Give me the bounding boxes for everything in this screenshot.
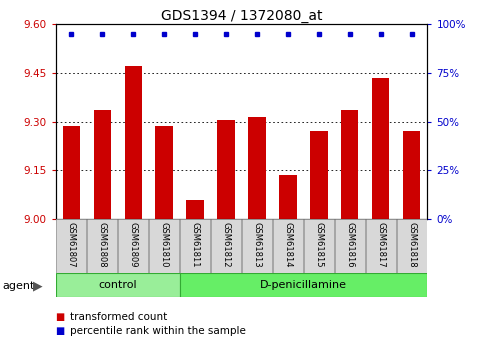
Text: GSM61812: GSM61812 [222,222,230,267]
Bar [217,120,235,219]
Text: GSM61811: GSM61811 [190,222,199,267]
Bar [211,219,241,273]
Bar [87,219,117,273]
Text: control: control [98,280,137,290]
Bar [62,127,80,219]
Text: agent: agent [2,281,35,290]
Text: GSM61817: GSM61817 [376,222,385,267]
Bar [311,131,327,219]
Text: ■: ■ [56,313,65,322]
Bar [397,219,427,273]
Bar [118,219,148,273]
Text: GSM61813: GSM61813 [253,222,261,267]
Bar [335,219,365,273]
Text: ▶: ▶ [33,279,43,292]
Text: GSM61810: GSM61810 [159,222,169,267]
Bar [242,219,272,273]
Bar [403,131,421,219]
Bar [372,78,389,219]
Text: ■: ■ [56,326,65,335]
Bar [180,273,427,297]
Text: GSM61814: GSM61814 [284,222,293,267]
Bar [341,110,358,219]
Text: GSM61816: GSM61816 [345,222,355,267]
Bar [94,110,111,219]
Bar [56,219,86,273]
Text: D-penicillamine: D-penicillamine [260,280,347,290]
Bar [125,66,142,219]
Bar [56,273,180,297]
Bar [304,219,334,273]
Text: GSM61807: GSM61807 [67,222,75,267]
Bar [186,199,203,219]
Text: transformed count: transformed count [70,313,167,322]
Bar [273,219,303,273]
Bar [156,127,172,219]
Text: GSM61815: GSM61815 [314,222,324,267]
Text: GSM61809: GSM61809 [128,222,138,267]
Bar [149,219,179,273]
Bar [180,219,210,273]
Bar [280,175,297,219]
Text: GSM61808: GSM61808 [98,222,107,267]
Text: percentile rank within the sample: percentile rank within the sample [70,326,246,335]
Text: GSM61818: GSM61818 [408,222,416,267]
Bar [366,219,396,273]
Bar [248,117,266,219]
Text: GDS1394 / 1372080_at: GDS1394 / 1372080_at [161,9,322,23]
